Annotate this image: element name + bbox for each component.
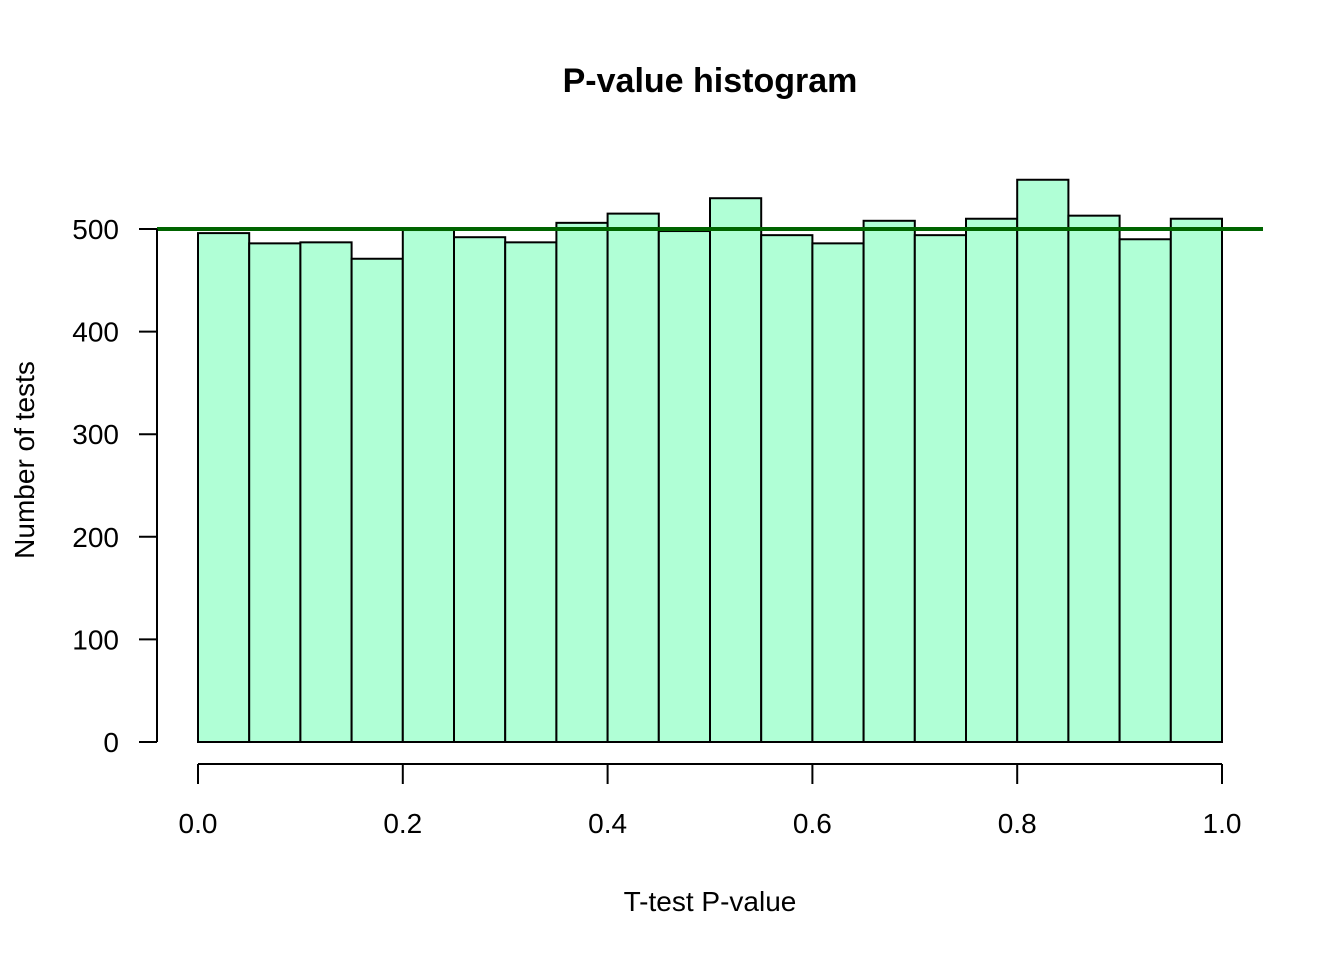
x-tick-label-4: 0.8 (998, 808, 1037, 839)
histogram-bar-17 (1067, 214, 1121, 744)
y-tick-label-2: 200 (72, 522, 119, 553)
x-axis-label: T-test P-value (624, 886, 797, 917)
histogram-bar-3 (350, 257, 404, 743)
y-tick-label-3: 300 (72, 419, 119, 450)
y-axis-label: Number of tests (9, 361, 40, 559)
histogram-bar-9 (657, 230, 711, 743)
histogram-bar-5 (453, 236, 507, 743)
chart-title: P-value histogram (563, 62, 858, 100)
x-tick-label-2: 0.4 (588, 808, 627, 839)
x-tick-label-0: 0.0 (179, 808, 218, 839)
y-tick-label-1: 100 (72, 624, 119, 655)
histogram-bar-19 (1169, 217, 1224, 744)
x-tick-label-5: 1.0 (1203, 808, 1242, 839)
histogram-bar-1 (248, 242, 302, 743)
histogram-bar-7 (555, 221, 609, 743)
histogram-bar-2 (299, 241, 353, 743)
histogram-bar-4 (401, 229, 455, 743)
histogram-bar-16 (1016, 178, 1070, 743)
histogram-bar-0 (197, 232, 251, 743)
histogram-bar-15 (965, 217, 1019, 744)
x-axis: 0.0 0.2 0.4 0.6 0.8 1.0 (179, 763, 1242, 839)
histogram-bar-10 (709, 197, 763, 744)
histogram-bar-8 (606, 212, 660, 744)
y-axis: 0 100 200 300 400 500 (72, 214, 158, 758)
histogram-bar-13 (862, 219, 916, 744)
y-tick-label-4: 400 (72, 317, 119, 348)
x-tick-label-3: 0.6 (793, 808, 832, 839)
x-tick-label-1: 0.2 (383, 808, 422, 839)
histogram-bar-12 (811, 242, 865, 743)
y-tick-label-5: 500 (72, 214, 119, 245)
histogram-bar-11 (760, 234, 814, 743)
y-tick-label-0: 0 (103, 727, 119, 758)
bars-group (197, 178, 1224, 744)
histogram-bar-6 (504, 241, 558, 743)
histogram-bar-14 (913, 234, 967, 743)
histogram-bar-18 (1118, 238, 1172, 743)
